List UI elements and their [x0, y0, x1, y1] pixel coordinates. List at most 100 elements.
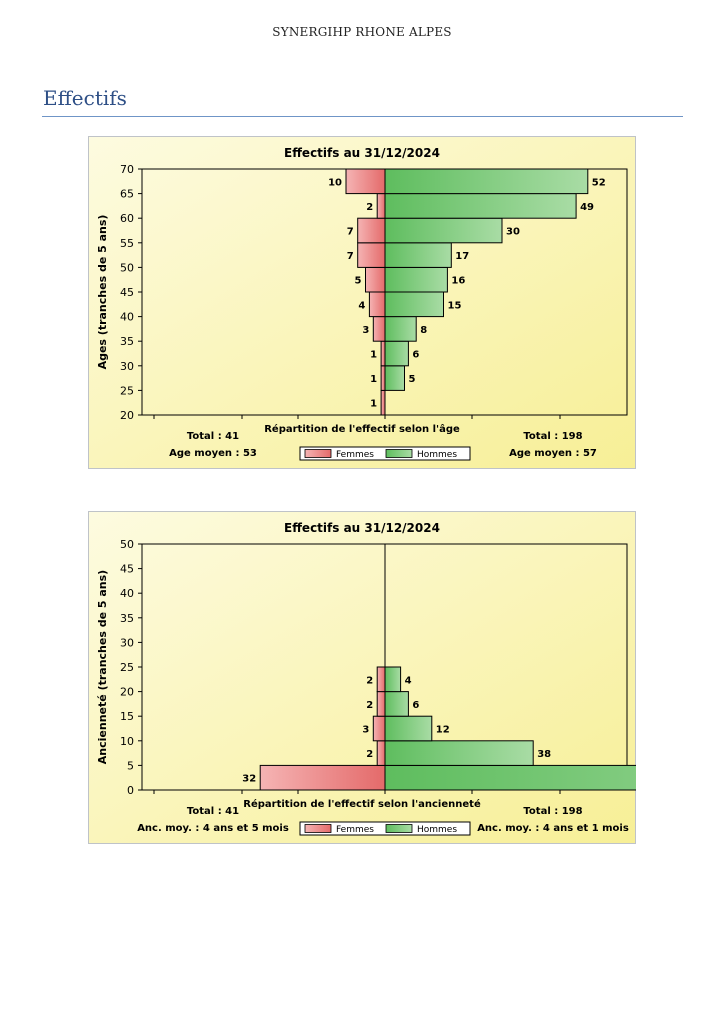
y-tick-label: 0: [127, 784, 134, 797]
bar-femmes: [372, 316, 386, 342]
data-label-hommes: 4: [405, 675, 412, 686]
total-femmes: Total : 41: [187, 431, 239, 442]
bar-femmes: [376, 193, 386, 219]
bar-hommes: [384, 168, 589, 195]
y-tick-label: 45: [120, 286, 134, 299]
data-label-femmes: 2: [366, 749, 373, 760]
legend-box: [299, 446, 471, 461]
y-axis-label: Ancienneté (tranches de 5 ans): [96, 570, 109, 764]
legend-box: [299, 821, 471, 836]
data-label-hommes: 15: [448, 300, 462, 311]
chart-svg: Effectifs au 31/12/2024 0 5 10 15 20 25 30 35 40 4…: [88, 511, 724, 844]
data-label-hommes: 12: [436, 725, 450, 736]
data-label-hommes: 17: [455, 251, 469, 262]
x-axis-label: Répartition de l'effectif selon l'âge: [264, 423, 460, 435]
data-label-femmes: 10: [328, 177, 342, 188]
data-label-hommes: 5: [409, 374, 416, 385]
data-label-femmes: 1: [370, 399, 377, 410]
bar-femmes: [380, 389, 386, 416]
bar-femmes: [357, 217, 386, 244]
bar-femmes: [380, 340, 386, 367]
y-axis: 0 5 10 15 20 25 30 35 40 45 50: [120, 538, 142, 797]
bar-femmes: [376, 666, 386, 693]
bar-hommes: [384, 266, 448, 293]
section-title: Effectifs: [43, 86, 127, 110]
data-label-femmes: 2: [366, 675, 373, 686]
y-axis: 20 25 30 35 40 45 50 55 60 65 70: [120, 163, 142, 422]
data-label-hommes: 30: [506, 227, 520, 238]
y-tick-label: 25: [120, 661, 134, 674]
data-label-hommes: 6: [412, 350, 419, 361]
mean-femmes: Anc. moy. : 4 ans et 5 mois: [137, 823, 289, 834]
bar-hommes: [384, 740, 534, 766]
chart-title: Effectifs au 31/12/2024: [284, 521, 440, 535]
bar-hommes: [384, 291, 444, 318]
data-label-femmes: 2: [366, 700, 373, 711]
data-label-femmes: 7: [347, 227, 354, 238]
bar-femmes: [357, 242, 386, 268]
bar-hommes: [384, 715, 433, 742]
chart-title: Effectifs au 31/12/2024: [284, 146, 440, 160]
bar-femmes: [372, 715, 386, 742]
bar-hommes: [384, 340, 409, 367]
seniority-pyramid-chart: Effectifs au 31/12/2024 0 5 10 15 20 25 30 35 40 4…: [88, 511, 724, 844]
y-tick-label: 55: [120, 237, 134, 250]
total-hommes: Total : 198: [523, 806, 582, 817]
bar-hommes: [384, 691, 409, 717]
bar-hommes: [384, 316, 417, 342]
y-tick-label: 70: [120, 163, 134, 176]
bar-hommes: [384, 242, 452, 268]
legend-swatch-hommes: [385, 824, 413, 833]
section-divider: [42, 116, 683, 117]
data-label-femmes: 32: [242, 774, 256, 785]
legend-swatch-femmes: [304, 449, 332, 458]
y-tick-label: 10: [120, 735, 134, 748]
data-label-hommes: 49: [580, 202, 594, 213]
data-label-femmes: 7: [347, 251, 354, 262]
data-label-femmes: 3: [362, 725, 369, 736]
y-tick-label: 5: [127, 759, 134, 772]
data-label-femmes: 4: [358, 300, 365, 311]
bar-hommes: [384, 365, 405, 391]
mean-femmes: Age moyen : 53: [169, 448, 257, 459]
data-label-femmes: 1: [370, 350, 377, 361]
legend-label-femmes: Femmes: [336, 450, 374, 460]
bar-femmes: [368, 291, 386, 318]
y-axis-label: Ages (tranches de 5 ans): [96, 215, 109, 370]
y-tick-label: 65: [120, 188, 134, 201]
bar-femmes: [365, 266, 386, 293]
data-label-hommes: 16: [451, 276, 465, 287]
y-tick-label: 35: [120, 335, 134, 348]
mean-hommes: Age moyen : 57: [509, 448, 597, 459]
data-label-hommes: 6: [412, 700, 419, 711]
data-label-femmes: 3: [362, 325, 369, 336]
bar-femmes: [376, 740, 386, 766]
bar-hommes: [384, 764, 724, 791]
y-tick-label: 20: [120, 409, 134, 422]
y-tick-label: 50: [120, 538, 134, 551]
y-tick-label: 45: [120, 563, 134, 576]
total-hommes: Total : 198: [523, 431, 582, 442]
mean-hommes: Anc. moy. : 4 ans et 1 mois: [477, 823, 629, 834]
legend: Femmes Hommes: [299, 821, 471, 836]
chart-background: [88, 511, 636, 844]
y-tick-label: 30: [120, 360, 134, 373]
data-label-femmes: 5: [355, 276, 362, 287]
bar-femmes: [380, 365, 386, 391]
y-tick-label: 25: [120, 384, 134, 397]
y-tick-label: 40: [120, 587, 134, 600]
data-label-hommes: 38: [537, 749, 551, 760]
bar-femmes: [376, 691, 386, 717]
y-tick-label: 60: [120, 212, 134, 225]
bar-hommes: [384, 217, 503, 244]
legend-label-hommes: Hommes: [417, 825, 457, 835]
bar-femmes: [259, 764, 386, 791]
data-label-femmes: 2: [366, 202, 373, 213]
legend-label-femmes: Femmes: [336, 825, 374, 835]
legend-swatch-hommes: [385, 449, 413, 458]
total-femmes: Total : 41: [187, 806, 239, 817]
y-tick-label: 30: [120, 636, 134, 649]
legend-label-hommes: Hommes: [417, 450, 457, 460]
y-tick-label: 40: [120, 311, 134, 324]
